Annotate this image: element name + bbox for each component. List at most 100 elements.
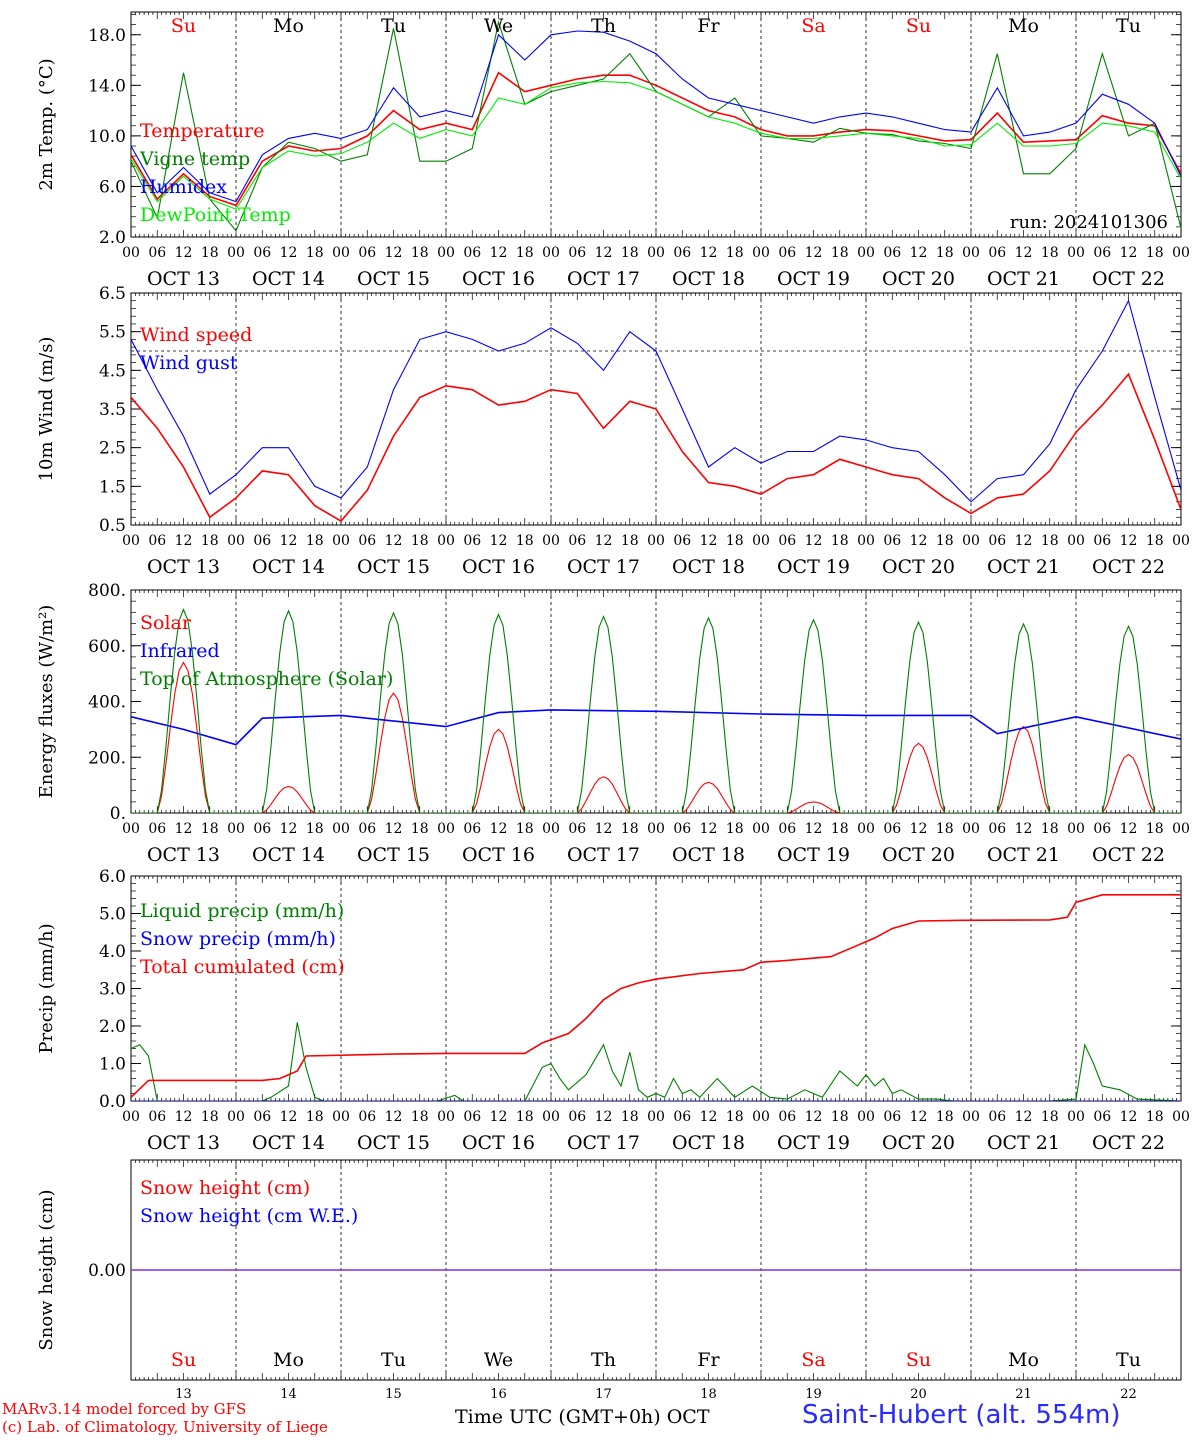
y-tick-label: 18.0 — [88, 26, 126, 46]
series-line-1 — [131, 372, 1181, 523]
hour-tick-label: 00 — [857, 1109, 875, 1125]
y-tick-label: 6.0 — [99, 177, 126, 197]
hour-tick-label: 00 — [1067, 821, 1085, 837]
day-number-label: 13 — [175, 1387, 192, 1402]
hour-tick-label: 00 — [1172, 533, 1190, 549]
hour-tick-label: 18 — [516, 245, 534, 261]
legend-entry: Solar — [140, 612, 192, 634]
date-label: OCT 15 — [357, 1132, 430, 1154]
hour-tick-label: 06 — [883, 1109, 901, 1125]
hour-tick-label: 12 — [805, 1109, 823, 1125]
date-label: OCT 18 — [672, 1132, 745, 1154]
date-label: OCT 17 — [567, 1132, 640, 1154]
date-label: OCT 13 — [147, 1132, 220, 1154]
hour-tick-label: 00 — [752, 1109, 770, 1125]
date-label: OCT 19 — [777, 844, 850, 866]
credits-line-1: MARv3.14 model forced by GFS — [2, 1400, 247, 1418]
hour-tick-label: 00 — [647, 533, 665, 549]
credits-line-2: (c) Lab. of Climatology, University of L… — [2, 1418, 328, 1436]
day-of-week-label: Tu — [1116, 1349, 1141, 1371]
date-label: OCT 19 — [777, 556, 850, 578]
date-label: OCT 18 — [672, 844, 745, 866]
day-of-week-label: We — [484, 15, 513, 37]
hour-tick-label: 12 — [910, 821, 928, 837]
legend-entry: Snow height (cm) — [140, 1177, 310, 1199]
series-line-2 — [131, 299, 1181, 503]
hour-tick-label: 00 — [227, 1109, 245, 1125]
hour-tick-label: 18 — [936, 821, 954, 837]
date-label: OCT 22 — [1092, 556, 1165, 578]
date-label: OCT 14 — [252, 268, 325, 290]
hour-tick-label: 12 — [280, 821, 298, 837]
hour-tick-label: 18 — [1146, 821, 1164, 837]
series-group — [131, 19, 1181, 232]
day-of-week-label: Tu — [381, 15, 406, 37]
hour-tick-label: 00 — [542, 1109, 560, 1125]
hour-tick-label: 12 — [280, 245, 298, 261]
hour-tick-label: 18 — [516, 821, 534, 837]
hour-tick-label: 18 — [1041, 533, 1059, 549]
hour-tick-label: 18 — [1146, 1109, 1164, 1125]
day-number-label: 22 — [1120, 1387, 1137, 1402]
hour-tick-label: 18 — [831, 821, 849, 837]
day-of-week-label: Sa — [801, 15, 825, 37]
hour-tick-label: 12 — [280, 1109, 298, 1125]
legend-entry: Humidex — [140, 176, 227, 198]
hour-tick-label: 18 — [516, 1109, 534, 1125]
date-label: OCT 18 — [672, 556, 745, 578]
hour-tick-label: 12 — [175, 1109, 193, 1125]
hour-tick-label: 12 — [700, 533, 718, 549]
day-number-label: 17 — [595, 1387, 612, 1402]
hour-tick-label: 12 — [385, 533, 403, 549]
hour-tick-label: 18 — [621, 245, 639, 261]
hour-tick-label: 06 — [253, 245, 271, 261]
series-line-3 — [131, 30, 1181, 203]
date-label: OCT 13 — [147, 268, 220, 290]
y-tick-label: 200. — [88, 748, 126, 768]
hour-tick-label: 18 — [306, 1109, 324, 1125]
hour-tick-label: 18 — [621, 1109, 639, 1125]
hour-tick-label: 00 — [437, 245, 455, 261]
hour-tick-label: 06 — [1093, 1109, 1111, 1125]
hour-tick-label: 06 — [988, 1109, 1006, 1125]
series-line-1 — [131, 1022, 1181, 1101]
hour-tick-label: 06 — [463, 533, 481, 549]
series-group — [131, 299, 1181, 523]
hour-tick-label: 00 — [1172, 245, 1190, 261]
y-tick-label: 800. — [88, 581, 126, 601]
hour-tick-label: 00 — [332, 821, 350, 837]
hour-tick-label: 06 — [253, 533, 271, 549]
hour-tick-label: 00 — [752, 821, 770, 837]
hour-tick-label: 18 — [831, 1109, 849, 1125]
day-of-week-label: Mo — [1008, 1349, 1039, 1371]
day-number-label: 21 — [1015, 1387, 1032, 1402]
hour-tick-label: 18 — [831, 533, 849, 549]
series-group — [131, 894, 1181, 1101]
day-of-week-label: Su — [171, 1349, 196, 1371]
panel-3: 0. 200. 400. 600. 800. Energy fluxes (W/m²) So… — [36, 581, 1190, 866]
series-line-1 — [131, 71, 1181, 207]
hour-tick-label: 00 — [1067, 1109, 1085, 1125]
hour-tick-label: 12 — [805, 533, 823, 549]
hour-tick-label: 00 — [437, 1109, 455, 1125]
date-label: OCT 22 — [1092, 1132, 1165, 1154]
y-axis-label: Precip (mm/h) — [36, 923, 57, 1053]
hour-tick-label: 00 — [857, 245, 875, 261]
legend-entry: Wind gust — [140, 352, 238, 374]
date-label: OCT 13 — [147, 556, 220, 578]
hour-tick-label: 00 — [647, 1109, 665, 1125]
hour-tick-label: 06 — [778, 821, 796, 837]
day-of-week-label: Mo — [273, 15, 304, 37]
date-label: OCT 20 — [882, 1132, 955, 1154]
series-line-2 — [131, 709, 1181, 746]
hour-tick-label: 12 — [910, 1109, 928, 1125]
date-label: OCT 20 — [882, 844, 955, 866]
hour-tick-label: 18 — [1146, 533, 1164, 549]
y-tick-label: 6.5 — [99, 284, 126, 304]
hour-tick-label: 00 — [332, 533, 350, 549]
hour-tick-label: 12 — [910, 245, 928, 261]
hour-tick-label: 18 — [831, 245, 849, 261]
date-label: OCT 16 — [462, 1132, 535, 1154]
hour-tick-label: 06 — [1093, 245, 1111, 261]
hour-tick-label: 12 — [910, 533, 928, 549]
